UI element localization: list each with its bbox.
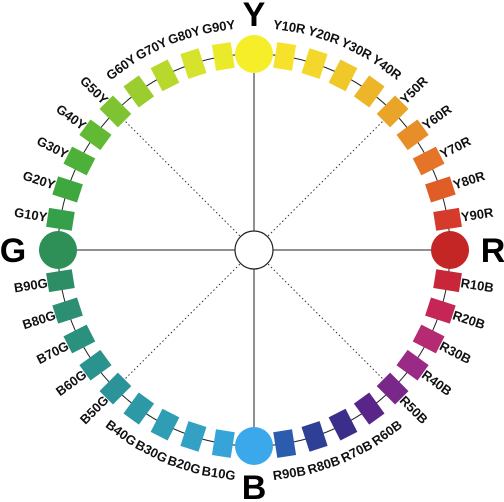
hue-label-y40r: Y40R [369,52,405,84]
hue-swatch-b80g [52,297,83,324]
hue-swatch-b90g [46,269,75,293]
primary-label-r: R [481,232,504,270]
hue-swatch-g90y [211,42,235,71]
hue-swatch-y60r [396,119,429,151]
hue-label-g70y: G70Y [133,34,170,63]
hue-label-y90r: Y90R [460,205,495,225]
hue-label-r80b: R80B [306,453,342,478]
hue-label-r20b: R20B [451,308,487,333]
primary-swatch-r [431,231,469,269]
hue-label-g10y: G10Y [13,205,49,225]
hue-label-y70r: Y70R [437,133,473,161]
hue-swatch-y70r [412,146,445,176]
hue-swatch-g40y [79,119,112,151]
hue-label-b90g: B90G [13,275,49,295]
hue-label-r90b: R90B [272,463,307,483]
hue-label-b30g: B30G [133,437,170,466]
hue-swatch-r80b [301,421,328,452]
hue-swatch-r40b [396,349,429,381]
primary-swatch-g [39,231,77,269]
hue-label-b10g: B10G [201,463,237,483]
hue-label-r40b: R40B [419,367,455,399]
primary-swatch-b [235,427,273,465]
hue-swatch-g50y [99,95,132,128]
hue-swatch-b50g [99,372,132,405]
hue-swatch-g30y [63,146,96,176]
hue-swatch-g60y [123,75,155,108]
hue-label-g30y: G30Y [34,133,71,162]
hue-label-y50r: Y50R [397,73,431,107]
hue-swatches [39,35,469,465]
hue-swatch-r10b [433,269,462,293]
diagonal-dotted-line [115,111,255,251]
hue-swatch-y10r [273,42,297,71]
hue-label-g40y: G40Y [53,101,89,133]
diagonal-dotted-line [253,249,393,389]
hue-label-y20r: Y20R [306,23,342,48]
hue-swatch-g70y [150,59,180,92]
primary-swatch-y [235,35,273,73]
hue-swatch-g10y [46,207,75,231]
hue-swatch-y50r [376,95,409,128]
hue-label-y30r: Y30R [339,35,375,63]
primary-label-b: B [242,469,267,502]
hue-swatch-y20r [301,48,328,79]
hue-swatch-r30b [412,324,445,354]
hue-swatch-r20b [425,297,456,324]
diagonal-dotted-line [253,111,393,251]
hue-label-y80r: Y80R [451,168,487,193]
hue-label-r60b: R60B [369,417,405,449]
hue-label-b70g: B70G [34,338,71,367]
hue-label-r10b: R10B [460,275,495,295]
hue-swatch-r50b [376,372,409,405]
hue-label-g20y: G20Y [21,168,58,193]
hue-label-b40g: B40G [103,417,139,449]
hue-swatch-r70b [328,408,358,441]
hue-label-y60r: Y60R [419,101,455,133]
hue-label-g60y: G60Y [103,51,139,83]
hue-swatch-g80y [180,48,207,79]
primary-label-g: G [0,232,26,270]
hue-label-b20g: B20G [166,453,203,478]
diagonal-dotted-line [115,249,255,389]
hue-label-g90y: G90Y [201,17,237,37]
guide-lines [58,54,450,446]
hue-swatch-b60g [79,349,112,381]
hue-label-r70b: R70B [338,437,374,465]
hue-swatch-b70g [63,324,96,354]
hue-label-g80y: G80Y [166,23,203,48]
hue-label-b60g: B60G [53,367,89,399]
hue-label-r50b: R50B [397,393,431,427]
hue-swatch-r90b [273,429,297,458]
hue-swatch-y40r [353,75,385,108]
hue-label-b80g: B80G [21,307,58,332]
hue-label-r30b: R30B [437,338,473,366]
hue-swatch-r60b [353,392,385,425]
hue-swatch-y80r [425,176,456,203]
hue-swatch-y90r [433,207,462,231]
hue-label-y10r: Y10R [272,17,307,37]
hue-swatch-y30r [328,59,358,92]
hue-swatch-b40g [123,392,155,425]
hue-swatch-b10g [211,429,235,458]
hue-swatch-b20g [180,421,207,452]
center-circle [234,230,274,270]
primary-label-y: Y [243,0,266,34]
hue-swatch-g20y [52,176,83,203]
hue-swatch-b30g [150,408,180,441]
